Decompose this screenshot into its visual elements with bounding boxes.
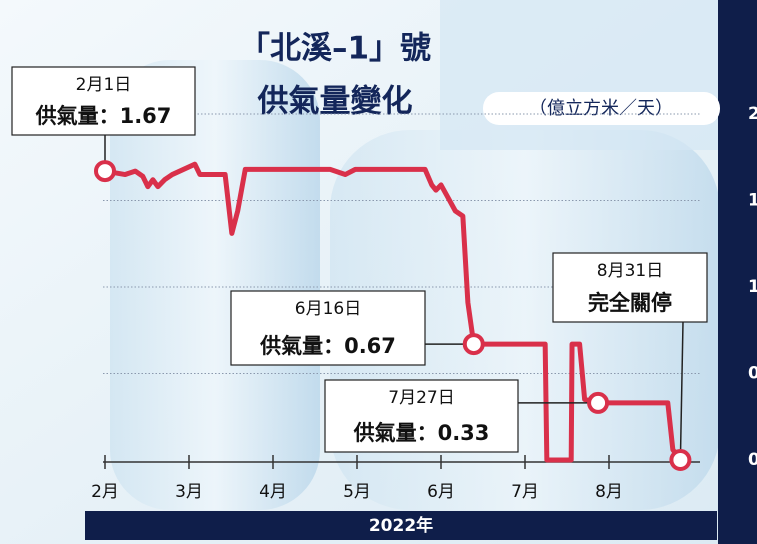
chart-title: 「北溪–1」號 — [239, 31, 431, 67]
x-tick-label: 4月 — [259, 482, 287, 502]
chart: 2022年 「北溪–1」號 供氣量變化 （億立方米／天） 211002月3月4月… — [0, 0, 757, 544]
highlight-dot — [589, 394, 607, 412]
highlight-dot — [96, 162, 114, 180]
annotation-date: 2月1日 — [76, 75, 132, 95]
annotation-text: 供氣量：1.67 — [35, 104, 172, 128]
x-axis-label: 2022年 — [369, 515, 433, 536]
x-tick-label: 8月 — [595, 482, 623, 502]
ice-decor — [440, 0, 740, 150]
x-tick-label: 2月 — [91, 482, 119, 502]
x-tick-label: 6月 — [427, 482, 455, 502]
x-tick-label: 5月 — [343, 482, 371, 502]
annotation-date: 7月27日 — [388, 388, 454, 408]
annotation-date: 8月31日 — [597, 261, 663, 281]
annotation-text: 完全關停 — [588, 291, 672, 315]
annotation-text: 供氣量：0.33 — [353, 421, 490, 445]
annotation-date: 6月16日 — [295, 299, 361, 319]
annotation-text: 供氣量：0.67 — [259, 334, 396, 358]
x-tick-label: 3月 — [175, 482, 203, 502]
y-tick-label: 0 — [748, 450, 757, 470]
y-tick-label: 0 — [748, 364, 757, 384]
unit-label: （億立方米／天） — [529, 98, 673, 119]
y-tick-label: 1 — [748, 191, 757, 211]
highlight-dot — [465, 335, 483, 353]
y-tick-label: 2 — [748, 104, 757, 124]
y-tick-label: 1 — [748, 277, 757, 297]
x-tick-label: 7月 — [511, 482, 539, 502]
highlight-dot — [671, 451, 689, 469]
